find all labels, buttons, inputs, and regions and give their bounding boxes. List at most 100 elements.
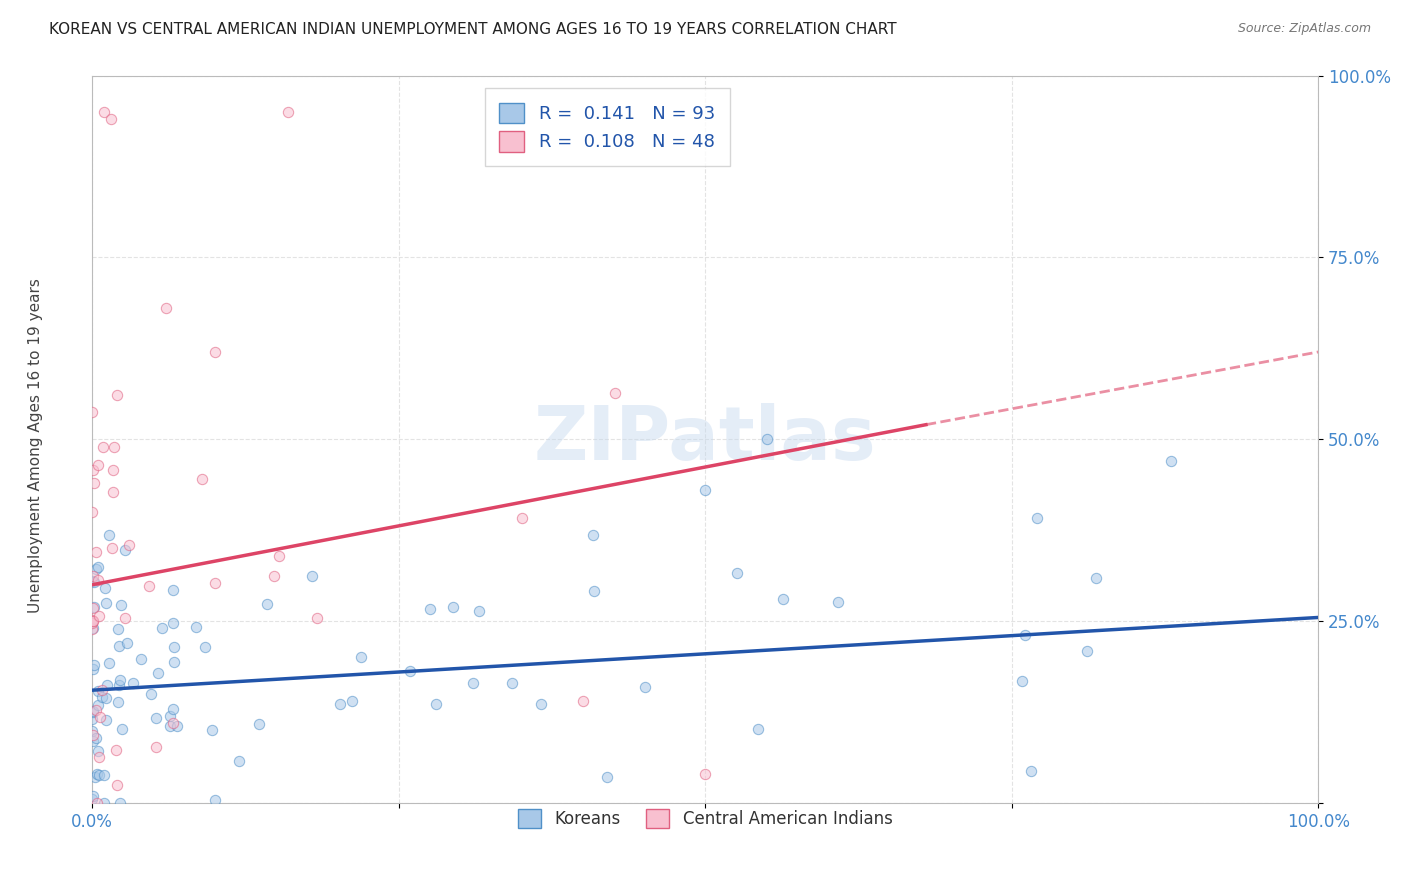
Point <box>605 385 627 400</box>
Point <box>87 574 110 588</box>
Point <box>162 583 184 598</box>
Point <box>184 620 207 634</box>
Point <box>111 722 134 736</box>
Point <box>89 609 111 624</box>
Point <box>86 698 108 713</box>
Point <box>82 705 104 719</box>
Point <box>772 591 794 606</box>
Point <box>89 767 111 781</box>
Point <box>94 690 117 705</box>
Point <box>82 792 104 806</box>
Point <box>441 599 464 614</box>
Point <box>581 528 603 542</box>
Point <box>131 651 153 665</box>
Point <box>166 719 188 733</box>
Point <box>94 596 117 610</box>
Point <box>105 778 128 792</box>
Point <box>93 796 115 810</box>
Point <box>103 440 125 454</box>
Point <box>86 560 108 574</box>
Point <box>1014 628 1036 642</box>
Point <box>82 505 104 519</box>
Point <box>159 719 181 733</box>
Point <box>159 709 181 723</box>
Point <box>633 680 655 694</box>
Point <box>82 462 104 476</box>
Point <box>329 698 352 712</box>
Point <box>83 574 105 589</box>
Point <box>146 665 169 680</box>
Point <box>145 739 167 754</box>
Point <box>82 574 104 589</box>
Point <box>82 733 104 747</box>
Point <box>100 112 122 127</box>
Point <box>501 676 523 690</box>
Point <box>201 723 224 737</box>
Point <box>84 545 107 559</box>
Point <box>84 562 107 576</box>
Point <box>596 770 619 784</box>
Point <box>87 684 110 698</box>
Point <box>695 767 717 781</box>
Point <box>571 694 593 708</box>
Text: Source: ZipAtlas.com: Source: ZipAtlas.com <box>1237 22 1371 36</box>
Point <box>162 702 184 716</box>
Point <box>83 600 105 615</box>
Point <box>91 440 114 454</box>
Point <box>582 583 605 598</box>
Point <box>82 601 104 615</box>
Point <box>83 475 105 490</box>
Point <box>86 766 108 780</box>
Point <box>755 432 778 446</box>
Point <box>301 568 323 582</box>
Point <box>419 602 441 616</box>
Point <box>87 744 110 758</box>
Point <box>425 697 447 711</box>
Point <box>194 640 217 655</box>
Point <box>114 611 136 625</box>
Point <box>96 713 118 727</box>
Point <box>91 690 114 704</box>
Point <box>204 793 226 807</box>
Point <box>204 575 226 590</box>
Point <box>510 510 533 524</box>
Point <box>108 673 131 688</box>
Point <box>468 604 491 618</box>
Point <box>114 543 136 558</box>
Point <box>94 582 117 596</box>
Point <box>747 722 769 736</box>
Point <box>725 566 748 580</box>
Point <box>107 695 129 709</box>
Point <box>399 664 422 678</box>
Point <box>139 687 162 701</box>
Point <box>82 789 104 803</box>
Point <box>342 694 364 708</box>
Point <box>163 655 186 669</box>
Point <box>84 770 107 784</box>
Point <box>247 717 270 731</box>
Point <box>122 676 145 690</box>
Point <box>695 483 717 498</box>
Point <box>82 615 104 629</box>
Point <box>98 528 121 542</box>
Point <box>86 796 108 810</box>
Point <box>110 598 132 612</box>
Point <box>1011 673 1033 688</box>
Point <box>82 662 104 676</box>
Point <box>1019 764 1042 779</box>
Point <box>93 767 115 781</box>
Text: KOREAN VS CENTRAL AMERICAN INDIAN UNEMPLOYMENT AMONG AGES 16 TO 19 YEARS CORRELA: KOREAN VS CENTRAL AMERICAN INDIAN UNEMPL… <box>49 22 897 37</box>
Point <box>150 621 173 635</box>
Text: Unemployment Among Ages 16 to 19 years: Unemployment Among Ages 16 to 19 years <box>28 278 42 614</box>
Point <box>155 301 177 316</box>
Point <box>82 704 104 718</box>
Point <box>82 569 104 583</box>
Point <box>104 743 127 757</box>
Point <box>82 724 104 739</box>
Point <box>101 484 124 499</box>
Point <box>350 650 373 665</box>
Point <box>1160 454 1182 468</box>
Point <box>93 104 115 119</box>
Point <box>827 595 849 609</box>
Point <box>101 463 124 477</box>
